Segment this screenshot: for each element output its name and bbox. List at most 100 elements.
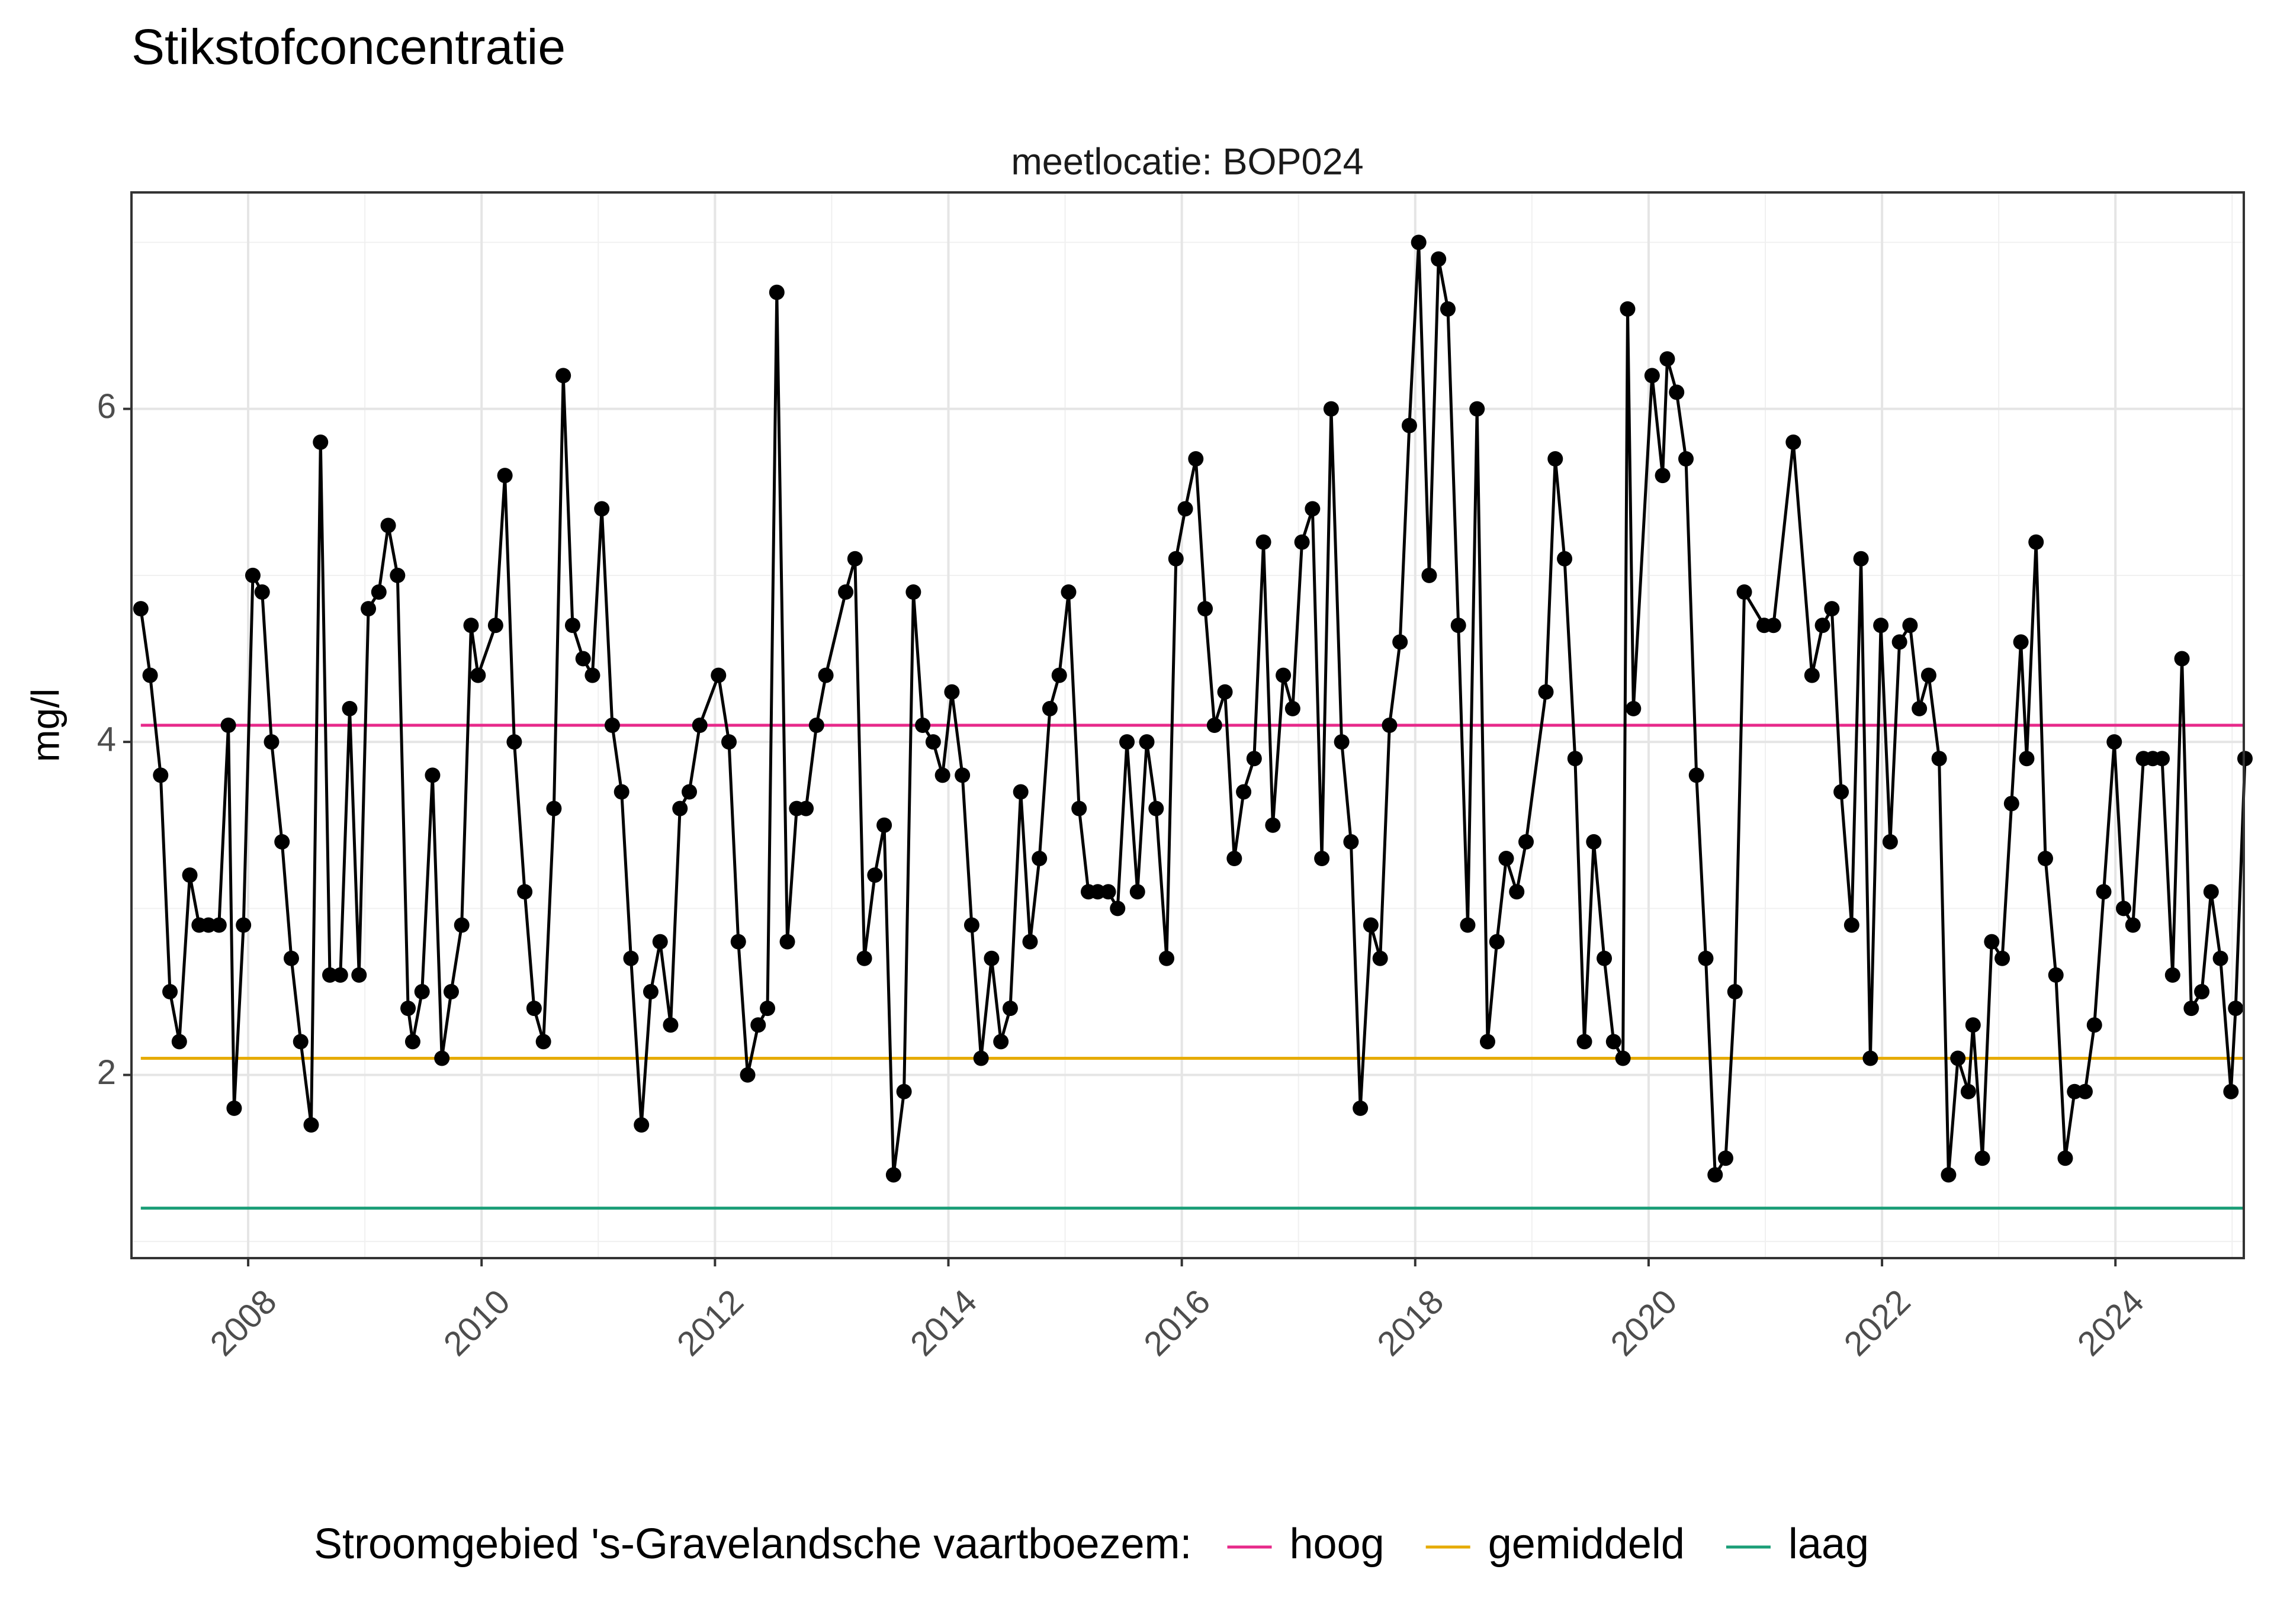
data-point: [1902, 618, 1918, 633]
data-point: [226, 1100, 242, 1116]
data-point: [245, 567, 261, 583]
data-point: [1372, 950, 1388, 966]
data-point: [2212, 950, 2228, 966]
x-tick-label: 2024: [2070, 1282, 2151, 1363]
data-point: [1547, 451, 1563, 467]
data-point: [1931, 751, 1947, 767]
data-point: [1022, 934, 1038, 950]
data-point: [1411, 234, 1427, 250]
data-point: [1392, 634, 1408, 650]
data-point: [2013, 634, 2029, 650]
data-point: [1051, 667, 1067, 683]
legend-label-laag: laag: [1788, 1520, 1869, 1568]
data-point: [643, 984, 659, 999]
data-point: [838, 584, 854, 600]
data-point: [876, 817, 892, 833]
data-point: [652, 934, 668, 950]
data-point: [993, 1034, 1009, 1050]
data-point: [1323, 401, 1339, 417]
data-point: [254, 584, 270, 600]
data-point: [1698, 950, 1714, 966]
data-point: [760, 1001, 776, 1017]
y-tick-label: 2: [97, 1053, 116, 1092]
data-point: [1950, 1050, 1966, 1066]
data-point: [1557, 551, 1573, 567]
data-point: [425, 767, 441, 783]
data-point: [1255, 534, 1271, 550]
data-point: [274, 834, 290, 850]
panel-border: [130, 191, 2245, 1259]
data-point: [1984, 934, 2000, 950]
data-point: [1626, 700, 1642, 716]
data-point: [1479, 1034, 1495, 1050]
data-point: [867, 867, 883, 883]
data-point: [293, 1034, 309, 1050]
data-point: [1100, 884, 1116, 900]
data-point: [153, 767, 169, 783]
data-point: [361, 601, 377, 617]
data-point: [470, 667, 486, 683]
data-point: [2223, 1083, 2239, 1099]
series-line: [139, 240, 2247, 1176]
data-point: [380, 517, 396, 533]
x-axis: 2008 2010 2012 2014 2016 2018 2020 2022 2024: [203, 1258, 2151, 1363]
data-point: [1833, 784, 1849, 800]
data-point: [526, 1001, 542, 1017]
data-point: [414, 984, 430, 999]
data-point: [1804, 667, 1820, 683]
data-point: [1071, 800, 1087, 816]
x-tick-label: 2012: [670, 1282, 751, 1363]
data-point: [750, 1017, 766, 1033]
data-point: [682, 784, 698, 800]
data-point: [634, 1117, 650, 1133]
data-point: [2086, 1017, 2102, 1033]
data-point: [2154, 751, 2170, 767]
data-point: [711, 667, 727, 683]
data-point: [371, 584, 387, 600]
data-point: [2003, 796, 2019, 812]
facet-strip: [131, 136, 2244, 192]
data-point: [2203, 884, 2219, 900]
data-point: [1148, 800, 1164, 816]
data-point: [575, 651, 591, 667]
x-tick-label: 2016: [1136, 1282, 1218, 1363]
data-point: [1353, 1100, 1369, 1116]
data-point: [1013, 784, 1029, 800]
data-point: [905, 584, 921, 600]
data-point: [2106, 734, 2122, 750]
data-point: [1217, 684, 1233, 700]
data-point: [614, 784, 629, 800]
data-point: [404, 1034, 420, 1050]
data-point: [1941, 1167, 1957, 1183]
data-point: [171, 1034, 187, 1050]
data-point: [584, 667, 600, 683]
data-point: [2174, 651, 2190, 667]
data-point: [2096, 884, 2112, 900]
data-point: [162, 984, 178, 999]
data-point: [1688, 767, 1704, 783]
data-point: [1129, 884, 1145, 900]
data-point: [730, 934, 746, 950]
data-point: [1061, 584, 1077, 600]
data-point: [342, 700, 358, 716]
data-point: [1489, 934, 1505, 950]
facet-label: meetlocatie: BOP024: [1011, 142, 1363, 183]
data-point: [1843, 917, 1859, 933]
data-point: [896, 1083, 912, 1099]
data-point: [1139, 734, 1155, 750]
data-point: [808, 718, 824, 733]
y-tick-label: 6: [97, 387, 116, 426]
data-point: [1873, 618, 1889, 633]
data-point: [1168, 551, 1184, 567]
data-point: [1509, 884, 1525, 900]
data-point: [2028, 534, 2044, 550]
data-point: [1401, 417, 1417, 433]
data-point: [1615, 1050, 1631, 1066]
data-point: [1431, 251, 1447, 267]
data-point: [740, 1067, 756, 1083]
series-group: [133, 234, 2253, 1183]
data-point: [1620, 301, 1636, 317]
data-point: [1314, 851, 1330, 866]
data-point: [1538, 684, 1554, 700]
